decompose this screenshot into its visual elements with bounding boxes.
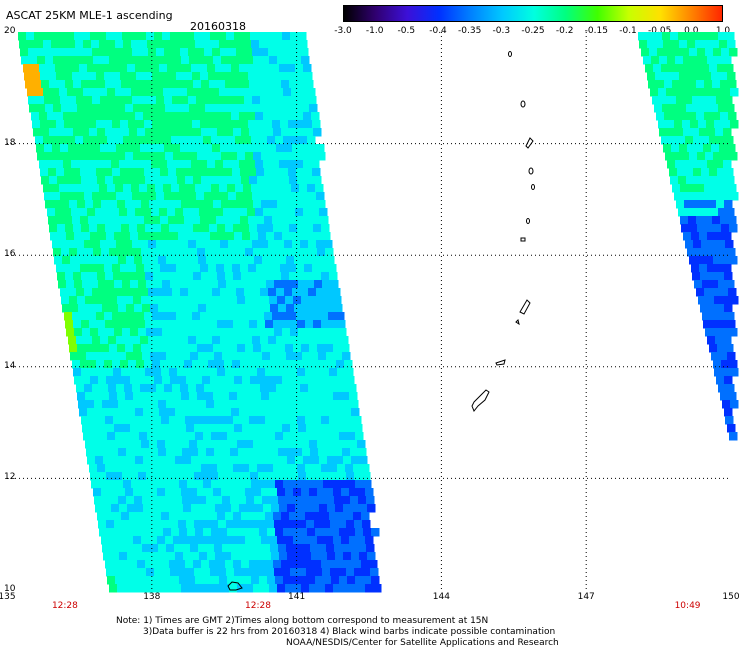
longitude-label: 138 (143, 592, 161, 602)
color-scale-label: 1.0 (715, 26, 731, 36)
island-outlines (227, 51, 535, 591)
longitude-label: 135 (0, 592, 16, 602)
color-scale-label: -0.05 (648, 26, 672, 36)
longitude-label: 147 (577, 592, 595, 602)
longitude-label: 144 (432, 592, 450, 602)
color-scale-label: -0.4 (429, 26, 447, 36)
latitude-label: 14 (4, 360, 16, 371)
color-scale-bar (343, 5, 723, 22)
note-line-3: NOAA/NESDIS/Center for Satellite Applica… (286, 638, 559, 648)
color-scale-label: 0.0 (684, 26, 699, 36)
latitude-label: 16 (4, 249, 16, 260)
latitude-label: 18 (4, 137, 16, 148)
color-scale-label: -0.2 (555, 26, 574, 36)
color-scale-labels: -3.0 -1.0 -0.5 -0.4 -0.35 -0.3 -0.25 -0.2 -0.15 -… (0, 26, 740, 38)
product-title: ASCAT 25KM MLE-1 ascending (6, 9, 173, 22)
color-scale-label: -0.15 (584, 26, 608, 36)
note-line-1: Note: 1) Times are GMT 2)Times along bot… (116, 616, 489, 626)
color-scale-label: -0.1 (619, 26, 637, 36)
latitude-label: 10 (4, 584, 16, 594)
latitude-label: 20 (4, 26, 16, 36)
color-scale-label: -0.3 (492, 26, 511, 36)
product-date: 20160318 (190, 20, 246, 33)
color-scale-label: -3.0 (334, 26, 352, 36)
wind-data-swaths (18, 32, 739, 593)
pass-time-label: 12:28 (51, 601, 78, 611)
color-scale-label: -0.5 (397, 26, 416, 36)
pass-time-label: 12:28 (245, 601, 271, 611)
longitude-label: 141 (288, 592, 306, 602)
longitude-label: 150 (722, 592, 740, 602)
pass-time-label: 10:49 (674, 601, 701, 611)
color-scale-label: -0.25 (521, 26, 545, 36)
color-scale-label: -1.0 (365, 26, 384, 36)
color-scale-label: -0.35 (458, 26, 482, 36)
graticule (7, 32, 731, 590)
color-scale-gradient (344, 6, 722, 21)
note-line-2: 3)Data buffer is 22 hrs from 20160318 4)… (143, 627, 556, 637)
latitude-label: 12 (4, 472, 16, 483)
